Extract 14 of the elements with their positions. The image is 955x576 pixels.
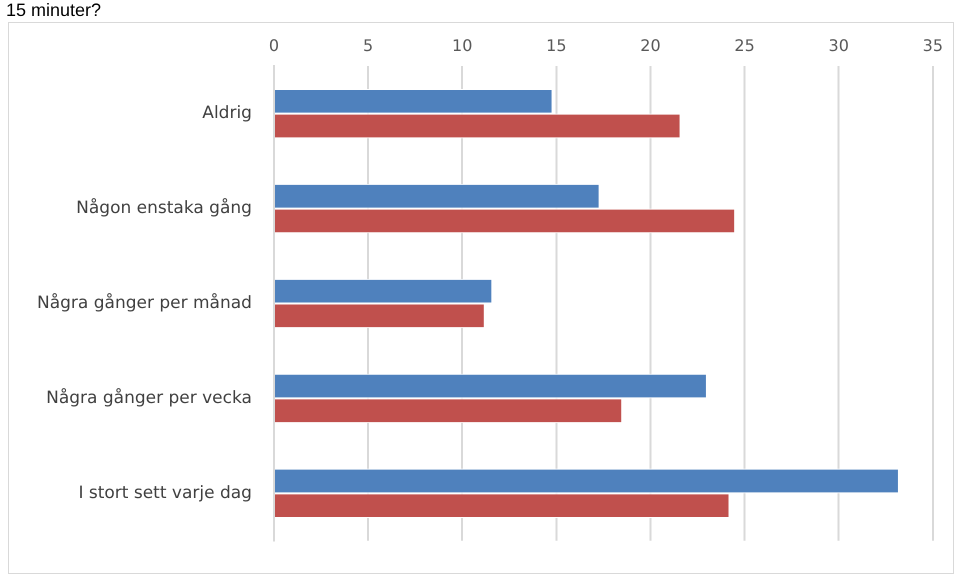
x-tick-label: 35: [922, 36, 943, 55]
text: 15 minuter?: [6, 0, 102, 20]
y-tick-label: Några gånger per månad: [36, 292, 252, 313]
x-tick-label: 20: [640, 36, 661, 55]
x-tick-label: 15: [546, 36, 567, 55]
x-tick-label: 30: [828, 36, 849, 55]
y-tick-label: I stort sett varje dag: [78, 482, 252, 503]
x-tick-label: 25: [734, 36, 755, 55]
x-tick-label: 10: [452, 36, 472, 55]
y-tick-label: Någon enstaka gång: [76, 198, 252, 218]
x-tick-label: 0: [268, 36, 280, 55]
x-tick-label: 5: [362, 36, 374, 55]
y-tick-label: Aldrig: [202, 103, 252, 124]
y-tick-label: Några gånger per vecka: [46, 388, 252, 408]
